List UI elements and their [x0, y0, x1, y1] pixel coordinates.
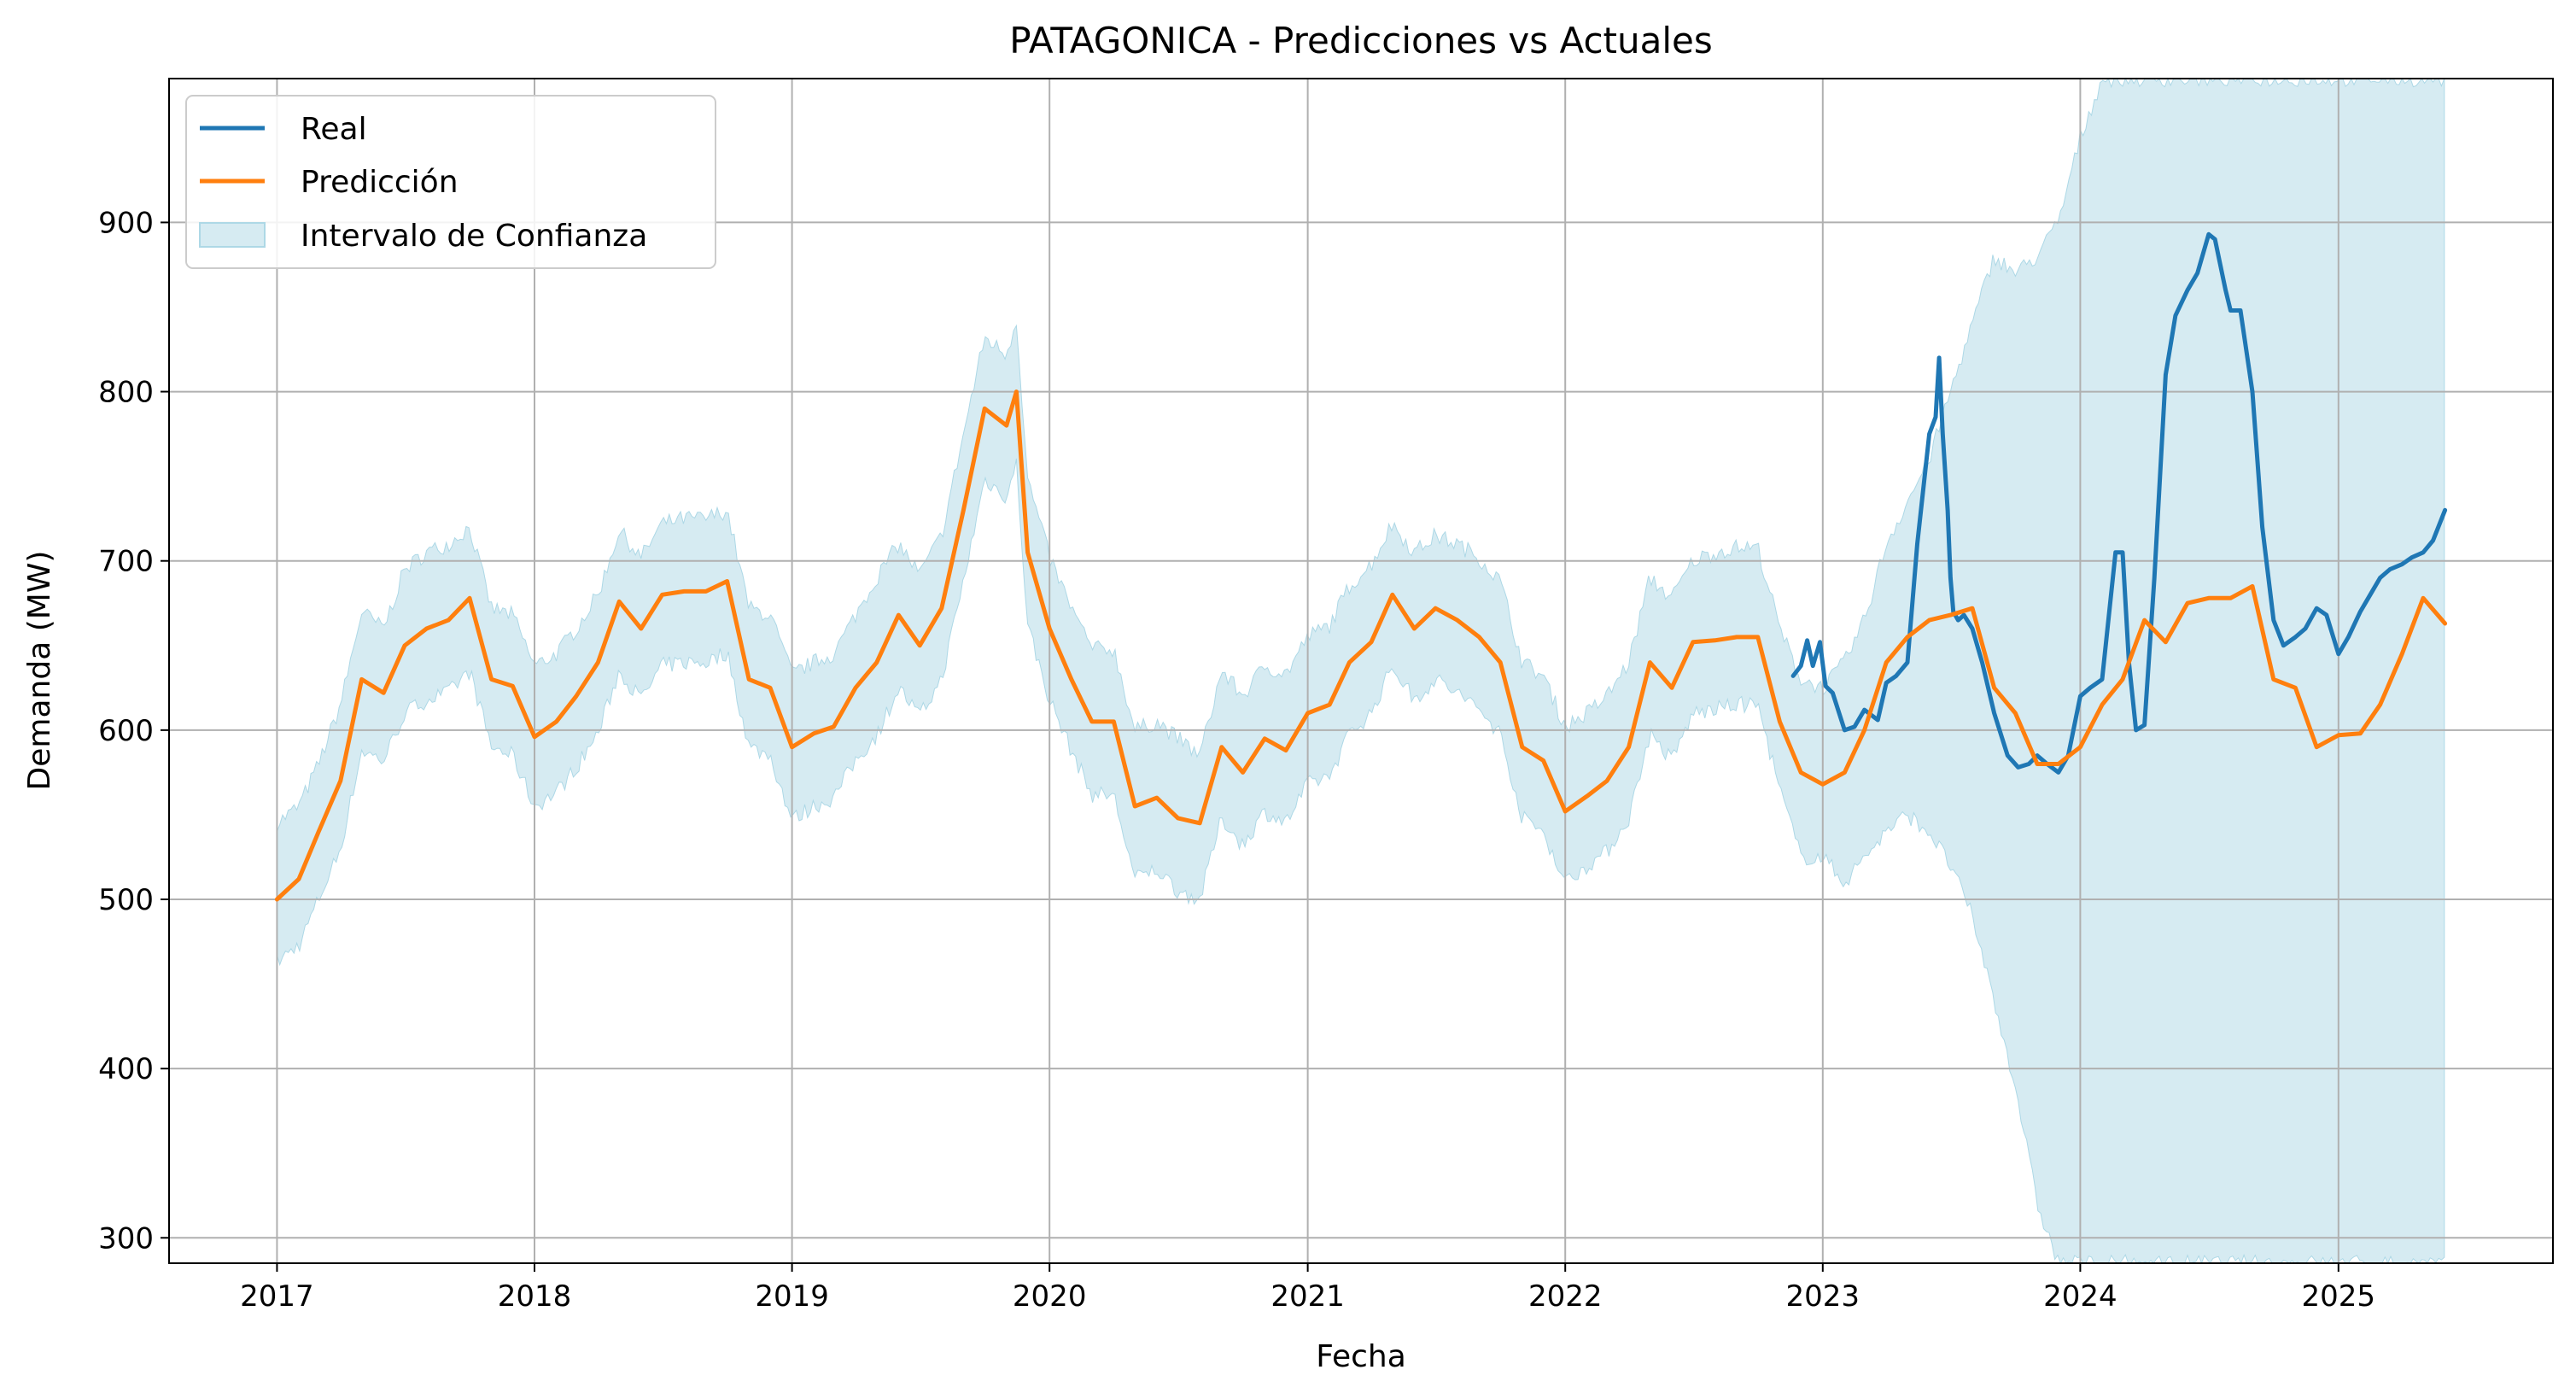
y-tick-label: 400 — [98, 1052, 154, 1086]
series-line-real — [1790, 231, 2448, 775]
x-axis-label: Fecha — [1316, 1339, 1406, 1374]
plot-frame — [168, 78, 2554, 1264]
x-axis-ticks: 2017 2018 2019 2020 2021 2022 2023 2024 2025 — [240, 1263, 2375, 1314]
y-tick-label: 900 — [98, 206, 154, 240]
x-tick-label: 2023 — [1786, 1279, 1860, 1314]
legend-swatch-intervalo — [199, 222, 266, 248]
x-tick-label: 2017 — [240, 1279, 314, 1314]
series-layer — [274, 231, 2448, 902]
legend-label-real: Real — [301, 112, 367, 147]
legend-box — [185, 95, 716, 269]
x-tick-label: 2025 — [2302, 1279, 2376, 1314]
x-tick-label: 2024 — [2043, 1279, 2117, 1314]
y-tick-label: 700 — [98, 545, 154, 579]
x-tick-label: 2018 — [498, 1279, 572, 1314]
confidence-band — [276, 77, 2445, 1265]
series-line-prediccion — [274, 389, 2448, 902]
y-tick-label: 500 — [98, 883, 154, 917]
x-tick-label: 2022 — [1528, 1279, 1603, 1314]
y-tick-label: 800 — [98, 376, 154, 410]
legend-label-prediccion: Predicción — [301, 165, 459, 200]
legend-label-intervalo: Intervalo de Confianza — [301, 219, 647, 254]
y-tick-label: 300 — [98, 1221, 154, 1256]
legend: Real Predicción Intervalo de Confianza — [185, 95, 716, 269]
confidence-band-layer — [276, 77, 2445, 1265]
chart-title: PATAGONICA - Predicciones vs Actuales — [1009, 20, 1713, 61]
y-axis-label: Demanda (MW) — [22, 551, 57, 791]
y-tick-label: 600 — [98, 714, 154, 748]
x-tick-label: 2021 — [1270, 1279, 1345, 1314]
x-tick-label: 2019 — [755, 1279, 829, 1314]
x-tick-label: 2020 — [1013, 1279, 1087, 1314]
y-axis-ticks: 300 400 500 600 700 800 900 — [98, 206, 169, 1256]
